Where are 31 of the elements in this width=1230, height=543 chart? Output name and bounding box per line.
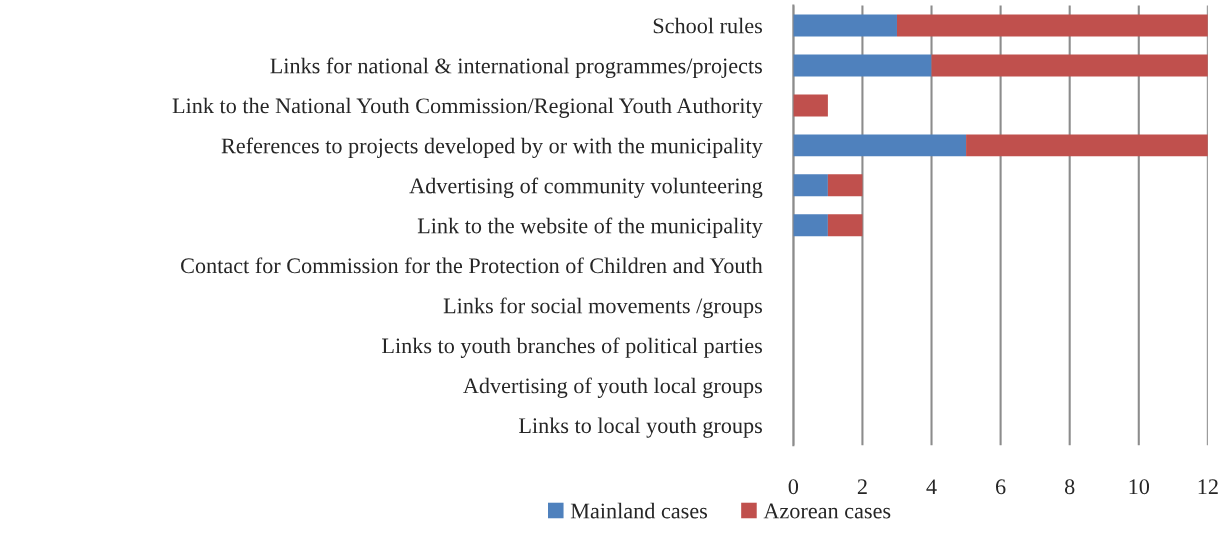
y-tick-label: Links to local youth groups xyxy=(519,417,762,438)
y-tick-label: School rules xyxy=(653,17,762,34)
bar xyxy=(793,134,967,157)
bar xyxy=(931,54,1208,77)
x-tick-label: 4 xyxy=(926,479,937,495)
bar xyxy=(793,94,828,117)
y-tick-label: Advertising of community volunteering xyxy=(409,177,763,198)
x-tick-label: 10 xyxy=(1129,479,1150,495)
y-tick-label: Advertising of youth local groups xyxy=(463,377,762,398)
bar xyxy=(793,174,828,197)
y-tick-label: Contact for Commission for the Protection of Children and Youth xyxy=(181,257,763,274)
x-tick-label: 0 xyxy=(788,479,799,495)
y-tick-label: Link to the National Youth Commission/Regional Youth Authority xyxy=(172,97,763,118)
bar xyxy=(793,214,828,237)
bar xyxy=(827,214,863,237)
x-tick-label: 2 xyxy=(857,479,867,495)
x-tick-label: 6 xyxy=(996,479,1006,495)
y-tick-label: Links for social movements /groups xyxy=(443,297,762,318)
bar xyxy=(827,174,863,197)
x-tick-label: 8 xyxy=(1064,479,1075,495)
y-tick-label: Link to the website of the municipality xyxy=(417,217,763,238)
y-tick-label: References to projects developed by or with the municipality xyxy=(221,137,763,158)
legend-label: Azorean cases xyxy=(763,503,891,519)
legend-label: Mainland cases xyxy=(570,502,708,519)
x-tick-label: 12 xyxy=(1198,479,1218,495)
y-tick-label: Links to youth branches of political parties xyxy=(382,337,762,358)
bar xyxy=(793,14,897,37)
bar xyxy=(896,14,1208,37)
bar xyxy=(793,54,932,77)
bar xyxy=(966,134,1208,157)
y-tick-label: Links for national & international programmes/projects xyxy=(270,57,762,79)
